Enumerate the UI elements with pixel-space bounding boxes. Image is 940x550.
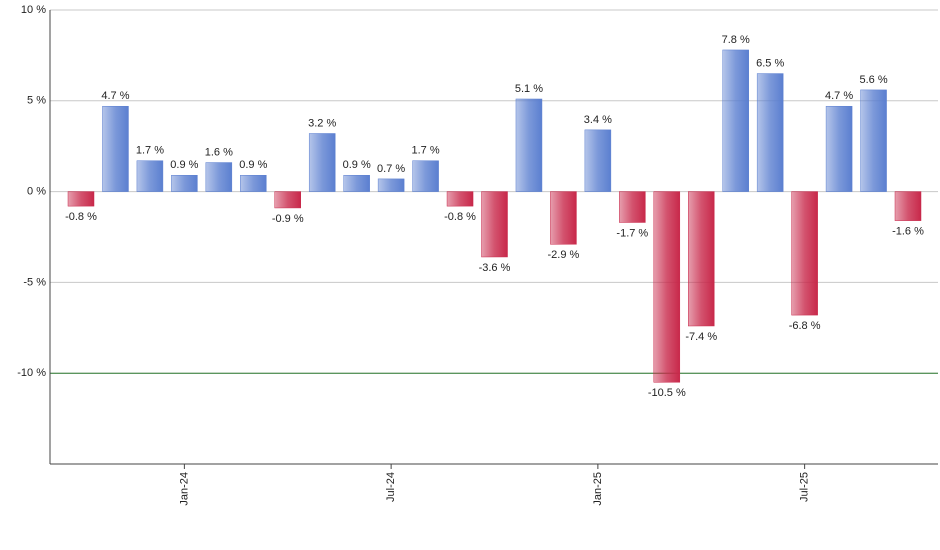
bar — [515, 98, 543, 192]
value-label: 4.7 % — [825, 90, 853, 102]
value-label: -0.9 % — [272, 213, 304, 225]
bar — [860, 89, 887, 192]
x-tick-label: Jul-25 — [799, 472, 811, 502]
value-label: 5.1 % — [515, 83, 543, 95]
value-label: 6.5 % — [756, 57, 784, 69]
value-label: -6.8 % — [789, 320, 821, 332]
bar — [584, 129, 612, 192]
bar — [722, 49, 749, 192]
value-label: 1.6 % — [205, 146, 233, 158]
y-tick-label: -5 % — [23, 276, 46, 288]
value-label: -1.7 % — [616, 227, 648, 239]
value-label: 0.9 % — [343, 159, 371, 171]
bar — [171, 175, 198, 192]
bar — [136, 160, 164, 192]
bar — [67, 191, 95, 207]
bar — [619, 191, 646, 223]
x-tick-label: Jan-24 — [178, 472, 190, 506]
bar — [308, 133, 336, 192]
value-label: 3.2 % — [308, 117, 336, 129]
bar — [481, 191, 508, 258]
value-label: -3.6 % — [479, 262, 511, 274]
bar — [343, 175, 370, 192]
y-tick-label: 0 % — [27, 186, 46, 198]
x-tick-label: Jul-24 — [385, 472, 397, 502]
x-tick-label: Jan-25 — [592, 472, 604, 506]
value-label: 1.7 % — [136, 145, 164, 157]
value-label: 5.6 % — [859, 74, 887, 86]
bar — [791, 191, 818, 316]
bar — [825, 105, 853, 192]
bar — [102, 105, 129, 192]
bar — [756, 73, 784, 192]
value-label: 7.8 % — [722, 34, 750, 46]
bar — [446, 191, 474, 207]
bar — [688, 191, 715, 327]
bar — [653, 191, 681, 383]
value-label: -0.8 % — [65, 211, 97, 223]
value-label: -2.9 % — [548, 249, 580, 261]
value-label: 4.7 % — [101, 90, 129, 102]
value-label: 3.4 % — [584, 114, 612, 126]
y-tick-label: -10 % — [17, 367, 46, 379]
bar — [377, 178, 405, 192]
bar — [205, 162, 233, 192]
value-label: 1.7 % — [412, 145, 440, 157]
y-tick-label: 10 % — [21, 4, 46, 16]
value-label: 0.7 % — [377, 163, 405, 175]
bar — [240, 175, 267, 192]
bar — [412, 160, 439, 192]
bar — [894, 191, 922, 221]
value-label: 0.9 % — [170, 159, 198, 171]
value-label: -0.8 % — [444, 211, 476, 223]
bar — [274, 191, 301, 209]
value-label: -7.4 % — [685, 331, 717, 343]
bar — [550, 191, 577, 245]
value-label: -10.5 % — [648, 387, 686, 399]
value-label: -1.6 % — [892, 226, 924, 238]
value-label: 0.9 % — [239, 159, 267, 171]
y-tick-label: 5 % — [27, 95, 46, 107]
